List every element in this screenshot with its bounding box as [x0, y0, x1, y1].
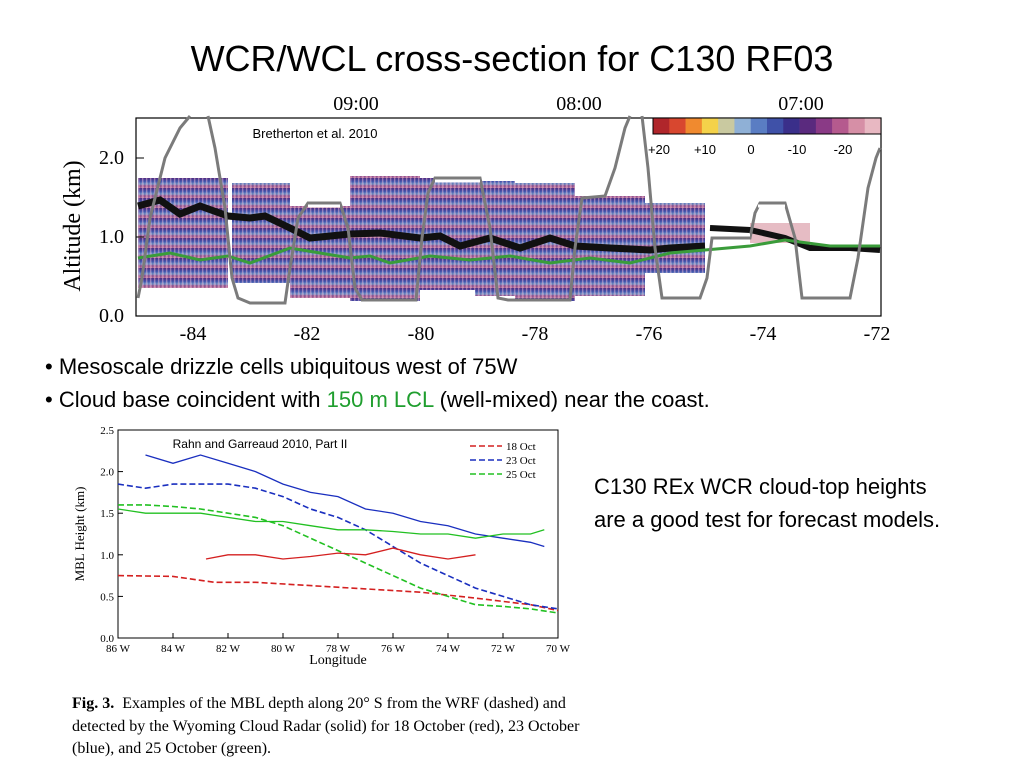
x-tick-label: -78	[522, 323, 549, 345]
wcr-cross-section-figure: 09:00 08:00 07:00 +20 +10 0 -10 -20 Bret…	[60, 93, 891, 345]
colorbar	[652, 117, 882, 135]
time-label: 07:00	[778, 93, 824, 115]
y-tick-label: 0.0	[99, 305, 124, 327]
colorbar-swatch	[783, 118, 800, 134]
x-tick-label: 80 W	[271, 643, 296, 655]
colorbar-label: -10	[788, 142, 807, 157]
series-line-dashed	[118, 504, 559, 614]
y-tick-label: 2.0	[100, 467, 114, 479]
y-tick-label: 1.5	[100, 508, 114, 520]
colorbar-swatch	[685, 118, 703, 134]
legend-label: 23 Oct	[506, 455, 536, 467]
colorbar-label: -20	[834, 142, 853, 157]
y-axis: 0.0 0.5 1.0 1.5 2.0 2.5	[100, 425, 123, 645]
colorbar-label: +10	[694, 142, 716, 157]
radar-echo	[138, 178, 228, 288]
colorbar-swatch	[734, 118, 752, 134]
series-line-dashed	[117, 574, 559, 612]
colorbar-label: +20	[648, 142, 670, 157]
x-tick-label: -74	[750, 323, 777, 345]
lcl-line	[137, 238, 880, 265]
y-axis-label: MBL Height (km)	[72, 487, 87, 582]
side-note: C130 REx WCR cloud-top heights are a goo…	[594, 474, 941, 532]
x-tick-label: 72 W	[491, 643, 516, 655]
figure-credit: Bretherton et al. 2010	[252, 126, 377, 141]
lidar-cloud-base	[137, 196, 706, 254]
y-tick-label: 2.0	[99, 147, 124, 169]
colorbar-label: 0	[747, 142, 754, 157]
radar-echo	[232, 183, 290, 283]
chart-legend: 18 Oct 23 Oct 25 Oct	[470, 441, 536, 481]
x-axis-label: Longitude	[309, 653, 367, 668]
series-line-solid	[117, 508, 545, 539]
bullet-list: • Mesoscale drizzle cells ubiquitous wes…	[45, 350, 710, 416]
x-tick-label: 86 W	[106, 643, 131, 655]
x-tick-label: 84 W	[161, 643, 186, 655]
time-label: 09:00	[333, 93, 379, 115]
bullet-item: • Mesoscale drizzle cells ubiquitous wes…	[45, 354, 518, 379]
colorbar-swatch	[653, 118, 670, 134]
bullet-item: • Cloud base coincident with 150 m LCL (…	[45, 387, 710, 412]
legend-label: 18 Oct	[506, 441, 536, 453]
y-tick-label: 0.5	[100, 591, 114, 603]
x-tick-label: -82	[294, 323, 321, 345]
plot-frame	[117, 429, 559, 639]
colorbar-swatch	[848, 118, 866, 134]
x-axis: 86 W 84 W 82 W 80 W 78 W 76 W 74 W 72 W 70 W	[106, 633, 571, 655]
colorbar-swatch	[832, 118, 849, 134]
x-tick-label: 78 W	[326, 643, 351, 655]
colorbar-swatch	[799, 118, 817, 134]
lcl-highlight: 150 m LCL	[326, 387, 434, 412]
colorbar-swatch	[701, 118, 719, 134]
y-tick-label: 1.0	[99, 226, 124, 248]
y-tick-label: 2.5	[100, 425, 114, 437]
colorbar-frame	[652, 117, 882, 135]
x-tick-label: 82 W	[216, 643, 241, 655]
colorbar-swatch	[767, 118, 784, 134]
colorbar-swatch	[815, 118, 833, 134]
series-lines	[117, 454, 559, 614]
y-axis-label: Altitude (km)	[60, 160, 86, 291]
x-tick-label: 76 W	[381, 643, 406, 655]
x-tick-label: -80	[408, 323, 435, 345]
legend-label: 25 Oct	[506, 469, 536, 481]
flight-leg-highlight	[308, 179, 785, 305]
x-tick-label: -84	[180, 323, 207, 345]
figure-credit: Rahn and Garreaud 2010, Part II	[173, 437, 348, 451]
series-line-solid	[205, 547, 476, 560]
colorbar-swatch	[750, 118, 768, 134]
colorbar-swatch	[718, 118, 735, 134]
y-tick-label: 1.0	[100, 550, 114, 562]
x-tick-label: 74 W	[436, 643, 461, 655]
series-line-dashed	[117, 483, 559, 610]
colorbar-swatch	[864, 118, 882, 134]
y-tick-label: 0.0	[100, 633, 114, 645]
figure-caption: Fig. 3. Examples of the MBL depth along …	[72, 695, 580, 757]
mbl-height-chart: Rahn and Garreaud 2010, Part II 18 Oct 23…	[72, 425, 571, 668]
time-label: 08:00	[556, 93, 602, 115]
x-tick-label: 70 W	[546, 643, 571, 655]
colorbar-swatch	[669, 118, 686, 134]
flight-track	[136, 115, 882, 305]
x-tick-label: -76	[636, 323, 663, 345]
x-tick-label: -72	[864, 323, 891, 345]
slide-title: WCR/WCL cross-section for C130 RF03	[190, 38, 834, 79]
